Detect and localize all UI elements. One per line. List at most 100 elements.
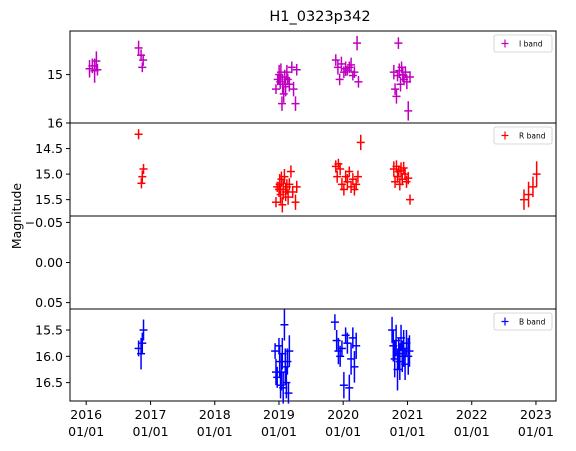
y-tick-label: 15.5 bbox=[35, 323, 63, 338]
data-point bbox=[283, 73, 292, 86]
data-point bbox=[138, 332, 147, 354]
chart-title: H1_0323p342 bbox=[269, 9, 370, 25]
data-point bbox=[271, 197, 280, 208]
y-tick-label: 0.05 bbox=[35, 295, 63, 310]
data-point bbox=[288, 185, 297, 199]
x-tick-line: 2020 bbox=[327, 407, 359, 422]
data-point bbox=[138, 62, 147, 73]
panel-empty: 0.05 0.00 −0.05 bbox=[25, 215, 557, 310]
x-tick-label: 2018 01/01 bbox=[197, 407, 233, 439]
data-point bbox=[345, 61, 354, 74]
data-point bbox=[345, 166, 354, 177]
data-point bbox=[352, 332, 361, 359]
data-point bbox=[404, 337, 413, 375]
y-tick-label: 14.5 bbox=[35, 141, 63, 156]
data-point bbox=[287, 61, 296, 74]
data-point bbox=[277, 96, 286, 111]
x-tick-label: 2020 01/01 bbox=[325, 407, 361, 439]
data-point bbox=[330, 314, 339, 331]
data-point bbox=[352, 178, 361, 191]
y-tick-label: 16.5 bbox=[35, 375, 63, 390]
data-point bbox=[275, 64, 284, 85]
data-point bbox=[139, 54, 148, 66]
data-point bbox=[278, 197, 287, 213]
data-point bbox=[339, 183, 348, 196]
data-point bbox=[394, 337, 403, 370]
data-point bbox=[282, 64, 291, 80]
data-point bbox=[285, 178, 294, 191]
legend-box bbox=[493, 126, 553, 145]
data-point bbox=[356, 134, 365, 151]
data-point bbox=[406, 194, 415, 205]
panel-r-band: 14.5 15.0 15.5 R band bbox=[35, 122, 557, 217]
data-point bbox=[337, 340, 346, 357]
y-axis-label: Magnitude bbox=[9, 183, 24, 250]
x-tick-line: 01/01 bbox=[133, 424, 169, 439]
data-point bbox=[401, 66, 410, 78]
x-tick-label: 2021 01/01 bbox=[390, 407, 426, 439]
data-point bbox=[341, 327, 350, 344]
x-tick-line: 2018 bbox=[199, 407, 231, 422]
x-tick-line: 01/01 bbox=[261, 424, 297, 439]
data-point bbox=[389, 64, 398, 80]
data-point bbox=[281, 77, 290, 97]
data-point bbox=[292, 180, 301, 194]
data-point bbox=[353, 35, 362, 51]
x-tick-label: 2016 01/01 bbox=[68, 407, 104, 439]
data-point bbox=[285, 335, 294, 367]
x-tick-line: 2019 bbox=[263, 407, 295, 422]
x-tick-line: 01/01 bbox=[518, 424, 554, 439]
data-point bbox=[333, 60, 342, 75]
data-point bbox=[275, 174, 284, 195]
x-tick-label: 2022 01/01 bbox=[454, 407, 490, 439]
data-point bbox=[280, 309, 289, 341]
data-point bbox=[528, 176, 537, 198]
data-point bbox=[341, 61, 350, 77]
data-point bbox=[406, 71, 415, 83]
x-tick-line: 2021 bbox=[392, 407, 424, 422]
x-tick-line: 2016 bbox=[70, 407, 102, 422]
data-point bbox=[92, 51, 101, 71]
panels-group: 15 16 I band 14.5 15.0 15.5 R band 0.05 0.00 −0.0… bbox=[25, 30, 557, 439]
data-point bbox=[139, 163, 148, 175]
data-point bbox=[399, 161, 408, 175]
x-tick-label: 2023 01/01 bbox=[518, 407, 554, 439]
legend: R band bbox=[493, 126, 553, 145]
data-point bbox=[353, 170, 362, 183]
data-point bbox=[347, 57, 356, 73]
legend: B band bbox=[493, 312, 553, 331]
data-point bbox=[350, 66, 359, 78]
data-point bbox=[333, 170, 342, 183]
data-point bbox=[271, 84, 280, 94]
data-point bbox=[393, 170, 402, 183]
x-tick-line: 2023 bbox=[520, 407, 552, 422]
panel-frame bbox=[69, 30, 557, 124]
legend-label: B band bbox=[519, 317, 546, 326]
data-point bbox=[345, 374, 354, 401]
data-point bbox=[284, 189, 293, 205]
data-point bbox=[134, 40, 143, 56]
legend-label: R band bbox=[519, 131, 546, 140]
panel-frame bbox=[69, 308, 557, 402]
data-point bbox=[291, 96, 300, 111]
data-point bbox=[393, 69, 402, 82]
data-point bbox=[394, 37, 403, 49]
data-point bbox=[405, 335, 414, 367]
data-point bbox=[93, 63, 102, 76]
data-point bbox=[291, 194, 300, 210]
x-tick-line: 2017 bbox=[135, 407, 167, 422]
data-point bbox=[138, 170, 147, 183]
data-point bbox=[391, 83, 400, 95]
y-tick-label: 15.5 bbox=[35, 192, 63, 207]
y-tick-label: 16.0 bbox=[35, 349, 63, 364]
data-point bbox=[341, 170, 350, 183]
y-tick-label: 15 bbox=[47, 67, 63, 82]
data-point bbox=[524, 181, 533, 208]
data-point bbox=[404, 101, 413, 121]
data-point bbox=[289, 81, 298, 97]
legend-box bbox=[493, 34, 553, 53]
x-tick-label: 2017 01/01 bbox=[133, 407, 169, 439]
x-tick-label: 2019 01/01 bbox=[261, 407, 297, 439]
data-point bbox=[334, 158, 343, 169]
